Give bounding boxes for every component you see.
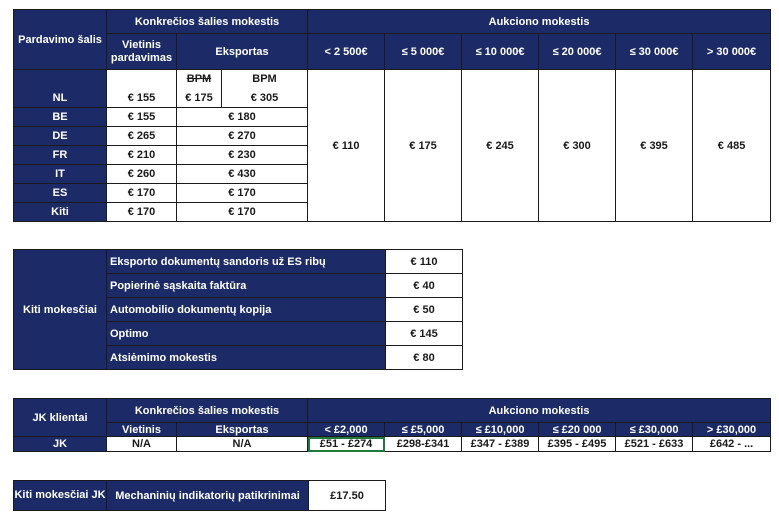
header-range-1: < 2 500€ [307,33,386,70]
country-fee-table: Pardavimo šalis Konkrečios šalies mokest… [13,9,772,222]
uk-other-fee-name: Mechaninių indikatorių patikrinimai [106,480,309,511]
other-fee-name-1: Eksporto dokumentų sandoris už ES ribų [106,249,386,274]
cell-nl-local: € 155 [106,69,177,108]
cell-other-export: € 170 [175,202,309,222]
cell-nl-export: € 305 [220,88,309,108]
header-auction-fee: Aukciono mokestis [307,9,772,34]
header-range-4: ≤ 20 000€ [538,33,617,70]
cell-de-export: € 270 [175,126,309,146]
uk-row-label: JK [13,436,107,452]
uk-cell-range-2: £298-£341 [384,436,463,452]
header-local-sale: Vietinis pardavimas [106,33,177,70]
other-fee-name-5: Atsiėmimo mokestis [106,345,386,370]
uk-clients-table: JK klientai Konkrečios šalies mokestis A… [13,398,772,452]
header-range-5: ≤ 30 000€ [615,33,694,70]
row-country-it: IT [13,164,107,184]
uk-other-fees-table: Kiti mokesčiai JK Mechaninių indikatorių… [13,480,386,511]
cell-it-local: € 260 [106,164,177,184]
other-fee-name-4: Optimo [106,321,386,346]
row-country-de: DE [13,126,107,146]
uk-cell-range-6: £642 - ... [692,436,772,452]
header-country-fee: Konkrečios šalies mokestis [105,9,309,34]
header-range-3: ≤ 10 000€ [461,33,540,70]
other-fee-value-3: € 50 [385,297,463,322]
uk-header-auction-fee: Aukciono mokestis [307,398,772,423]
header-country: Pardavimo šalis [13,9,107,70]
cell-nl-bpm-value: € 175 [176,88,222,108]
row-country-other: Kiti [13,202,107,222]
uk-header-country-fee: Konkrečios šalies mokestis [105,398,309,423]
uk-header-range-6: > £30,000 [692,422,772,437]
uk-cell-local: N/A [106,436,177,452]
row-country-be: BE [13,107,107,127]
uk-header-range-2: ≤ £5,000 [384,422,463,437]
cell-it-export: € 430 [175,164,309,184]
uk-cell-range-4: £395 - £495 [538,436,617,452]
cell-de-local: € 265 [106,126,177,146]
auction-value-5: € 395 [615,69,694,222]
uk-cell-range-5: £521 - £633 [615,436,694,452]
auction-value-3: € 245 [461,69,540,222]
uk-header-clients: JK klientai [13,398,107,437]
auction-value-1: € 110 [307,69,386,222]
cell-be-local: € 155 [106,107,177,127]
row-country-fr: FR [13,145,107,165]
cell-es-local: € 170 [106,183,177,203]
row-country-es: ES [13,183,107,203]
uk-header-export: Eksportas [175,422,309,437]
other-fee-value-1: € 110 [385,249,463,274]
other-fee-name-3: Automobilio dokumentų kopija [106,297,386,322]
other-fee-value-4: € 145 [385,321,463,346]
uk-other-fee-value: £17.50 [308,480,386,511]
auction-value-2: € 175 [384,69,463,222]
other-fee-value-2: € 40 [385,273,463,298]
row-country-nl: NL [13,69,107,108]
other-fee-value-5: € 80 [385,345,463,370]
uk-cell-range-3: £347 - £389 [461,436,540,452]
uk-cell-export: N/A [175,436,309,452]
cell-fr-export: € 230 [175,145,309,165]
uk-header-local: Vietinis [106,422,177,437]
other-fees-label: Kiti mokesčiai [13,249,107,370]
other-fees-table: Kiti mokesčiai Eksporto dokumentų sandor… [13,249,463,370]
auction-value-4: € 300 [538,69,617,222]
uk-other-fees-label: Kiti mokesčiai JK [13,480,107,511]
cell-other-local: € 170 [106,202,177,222]
header-export: Eksportas [175,33,309,70]
auction-value-6: € 485 [692,69,772,222]
cell-be-export: € 180 [175,107,309,127]
nl-bpm-label: BPM [186,73,212,86]
uk-header-range-3: ≤ £10,000 [461,422,540,437]
cell-fr-local: € 210 [106,145,177,165]
cell-es-export: € 170 [175,183,309,203]
uk-header-range-5: ≤ £30,000 [615,422,694,437]
uk-cell-range-1[interactable]: £51 - £274 [307,436,386,452]
uk-header-range-1: < £2,000 [307,422,386,437]
uk-header-range-4: ≤ £20 000 [538,422,617,437]
header-range-6: > 30 000€ [692,33,772,70]
header-range-2: ≤ 5 000€ [384,33,463,70]
nl-bpm-label-2: BPM [220,69,309,89]
other-fee-name-2: Popierinė sąskaita faktūra [106,273,386,298]
